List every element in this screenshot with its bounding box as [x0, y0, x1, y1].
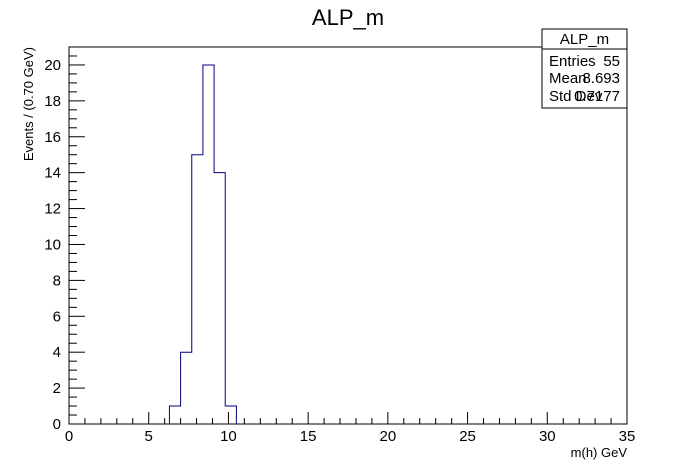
x-tick-label: 20 — [380, 428, 397, 445]
histogram-bin-5 — [225, 406, 236, 424]
y-tick-label: 4 — [53, 344, 61, 361]
y-tick-label: 10 — [44, 236, 61, 253]
chart-title: ALP_m — [312, 5, 384, 30]
x-tick-label: 10 — [220, 428, 237, 445]
x-tick-label: 30 — [539, 428, 556, 445]
y-axis-label: Events / (0.70 GeV) — [21, 47, 36, 161]
histogram-outline — [168, 64, 237, 424]
y-tick-label: 18 — [44, 93, 61, 110]
y-tick-label: 2 — [53, 380, 61, 397]
histogram-bars — [168, 64, 237, 424]
x-tick-label: 0 — [65, 428, 73, 445]
y-axis: 0 2 4 6 8 10 12 14 16 18 20 — [44, 46, 85, 433]
histogram-bin-2 — [192, 155, 203, 424]
stats-mean-value: 8.693 — [582, 70, 620, 87]
stats-box: ALP_m Entries 55 Mean 8.693 Std Dev 0.71… — [541, 28, 628, 109]
stats-mean-label: Mean — [549, 70, 587, 87]
y-tick-label: 8 — [53, 272, 61, 289]
stats-entries-value: 55 — [603, 53, 620, 70]
stats-entries-label: Entries — [549, 53, 596, 70]
stats-stddev-label: Std Dev — [549, 88, 603, 105]
stats-stddev-value: 0.7177 — [574, 88, 620, 105]
x-tick-label: 25 — [459, 428, 476, 445]
histogram-bin-4 — [214, 173, 225, 424]
x-tick-label: 35 — [619, 428, 636, 445]
y-tick-label: 20 — [44, 57, 61, 74]
x-axis: 0 5 10 15 20 25 30 35 — [65, 412, 636, 445]
y-tick-label: 14 — [44, 165, 61, 182]
stats-box-title: ALP_m — [560, 31, 609, 48]
histogram-bin-0 — [169, 406, 180, 424]
x-tick-label: 5 — [145, 428, 153, 445]
y-tick-label: 6 — [53, 308, 61, 325]
x-axis-label: m(h) GeV — [571, 445, 628, 460]
histogram-bin-1 — [181, 352, 192, 424]
y-tick-label: 12 — [44, 201, 61, 218]
y-tick-label: 0 — [53, 416, 61, 433]
y-tick-label: 16 — [44, 129, 61, 146]
x-tick-label: 15 — [300, 428, 317, 445]
stats-box-border — [541, 28, 628, 109]
histogram-bin-3 — [203, 65, 214, 424]
